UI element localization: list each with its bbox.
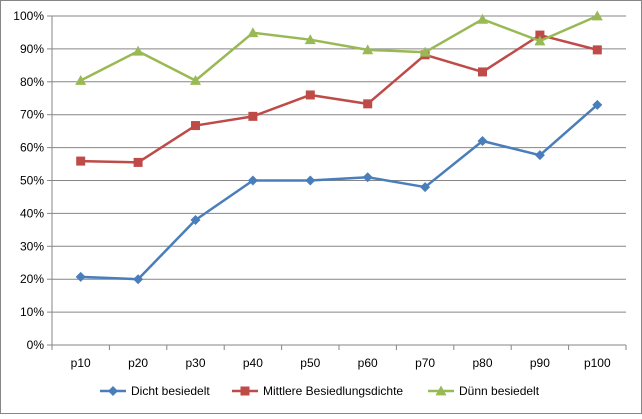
data-point-triangle xyxy=(534,35,546,46)
x-tick-label: p100 xyxy=(584,356,611,370)
data-point-diamond xyxy=(190,214,201,225)
series xyxy=(75,99,603,285)
y-tick-label: 30% xyxy=(20,239,44,253)
data-point-diamond xyxy=(420,182,431,193)
x-tick-label: p50 xyxy=(300,356,320,370)
data-point-square xyxy=(248,111,258,121)
y-tick-label: 0% xyxy=(27,338,45,352)
legend-entry: Dicht besiedelt xyxy=(100,384,210,398)
x-tick-label: p60 xyxy=(358,356,378,370)
data-point-square xyxy=(363,99,373,109)
legend-entry: Mittlere Besiedlungsdichte xyxy=(232,384,403,398)
y-tick-label: 70% xyxy=(20,108,44,122)
series-line xyxy=(80,14,598,82)
data-point-square xyxy=(133,157,143,167)
data-point-triangle xyxy=(362,44,374,55)
data-point-diamond xyxy=(477,136,488,147)
data-point-diamond xyxy=(108,386,118,396)
data-point-square xyxy=(305,90,315,100)
data-point-triangle xyxy=(435,385,447,396)
legend-label: Dünn besiedelt xyxy=(459,384,540,398)
data-point-square xyxy=(592,45,602,55)
data-point-triangle xyxy=(477,13,488,24)
x-tick-label: p80 xyxy=(472,356,492,370)
axes: 0% 10% 20% 30% 40% 50% 60% 70% 80% 90% 100% p10 p20 p… xyxy=(13,9,627,370)
x-tick-label: p90 xyxy=(530,356,550,370)
legend: Dicht besiedelt Mittlere Besiedlungsdicht… xyxy=(100,384,540,398)
data-point-diamond xyxy=(247,175,258,186)
x-tick-label: p30 xyxy=(185,356,205,370)
series-group xyxy=(75,10,603,285)
data-point-diamond xyxy=(75,271,86,282)
y-tick-label: 10% xyxy=(20,305,44,319)
y-tick-label: 40% xyxy=(20,206,44,220)
series-line xyxy=(80,103,599,281)
data-point-triangle xyxy=(132,45,144,56)
data-point-triangle xyxy=(247,27,259,38)
x-tick-label: p10 xyxy=(71,356,91,370)
x-tick-label: p20 xyxy=(128,356,148,370)
y-tick-label: 80% xyxy=(20,75,44,89)
legend-label: Dicht besiedelt xyxy=(131,384,210,398)
y-tick-label: 90% xyxy=(20,42,44,56)
gridlines xyxy=(52,15,626,313)
y-tick-label: 20% xyxy=(20,272,44,286)
data-point-diamond xyxy=(362,172,373,183)
data-point-triangle xyxy=(190,74,201,85)
data-point-triangle xyxy=(591,10,603,21)
data-point-diamond xyxy=(305,175,316,186)
x-tick-label: p40 xyxy=(243,356,263,370)
data-point-triangle xyxy=(75,74,87,85)
data-point-triangle xyxy=(304,34,316,45)
legend-entry: Dünn besiedelt xyxy=(428,384,540,398)
y-tick-label: 100% xyxy=(13,9,44,23)
data-point-square xyxy=(76,156,86,166)
data-point-triangle xyxy=(419,46,431,57)
data-point-square xyxy=(191,121,200,131)
series xyxy=(75,10,603,85)
series-line xyxy=(80,33,598,164)
data-point-square xyxy=(535,30,545,40)
data-point-diamond xyxy=(592,99,603,110)
x-tick-label: p70 xyxy=(415,356,435,370)
legend-label: Mittlere Besiedlungsdichte xyxy=(263,384,403,398)
y-tick-label: 60% xyxy=(20,141,44,155)
data-point-square xyxy=(478,67,487,77)
data-point-diamond xyxy=(534,150,545,161)
data-point-square xyxy=(240,386,250,396)
data-point-diamond xyxy=(133,274,144,285)
y-tick-label: 50% xyxy=(20,174,44,188)
